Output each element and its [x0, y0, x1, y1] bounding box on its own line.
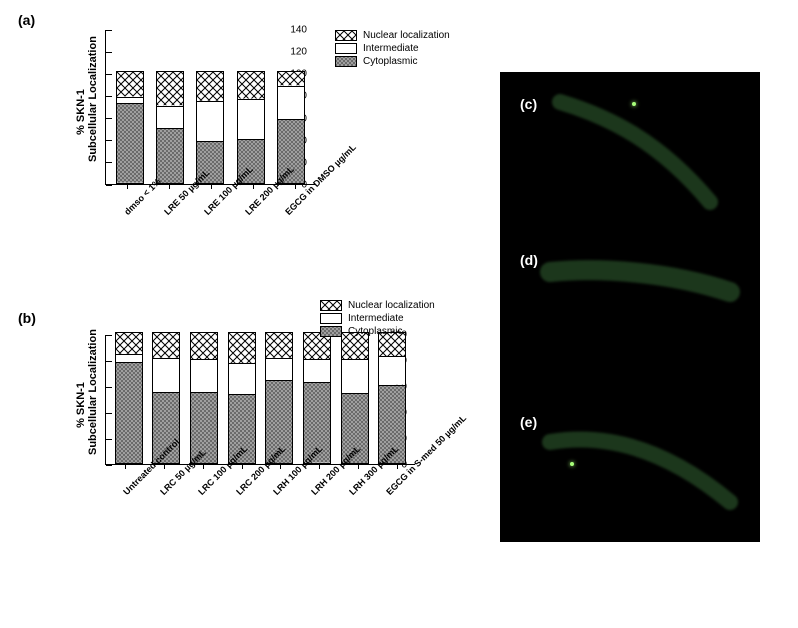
legend-swatch: [335, 43, 357, 54]
x-tick: [125, 464, 126, 469]
bar-segment: [197, 72, 223, 101]
panel-b-label: (b): [18, 310, 36, 326]
bar: [156, 71, 184, 184]
panel-c-label: (c): [520, 96, 537, 112]
legend-swatch: [320, 313, 342, 324]
x-label: LRC 50 µg/mL: [159, 470, 186, 497]
bar-segment: [191, 359, 217, 392]
legend-label: Cytoplasmic: [363, 56, 417, 67]
legend-label: Cytoplasmic: [348, 326, 402, 337]
bar-segment: [238, 72, 264, 99]
bar-segment: [153, 358, 179, 392]
x-label: EGCG in S-med 50 µg/mL: [384, 470, 411, 497]
x-label: LRC 100 µg/mL: [196, 470, 223, 497]
chart-b: % SKN-1 Subcellular Localization 0204060…: [105, 335, 415, 465]
x-label: Untreated control: [121, 470, 148, 497]
bar-segment: [266, 333, 292, 358]
bar: [196, 71, 224, 184]
chart-a-legend: Nuclear localization Intermediate Cytoplas…: [335, 30, 450, 69]
x-tick: [127, 184, 128, 189]
bars-container: [106, 30, 315, 184]
bar-segment: [229, 333, 255, 363]
bar: [116, 71, 144, 184]
x-tick: [164, 464, 165, 469]
bar-segment: [157, 128, 183, 183]
bar-segment: [191, 333, 217, 359]
chart-b-plot: 020406080100Untreated controlLRC 50 µg/m…: [105, 335, 415, 465]
legend-item: Intermediate: [335, 43, 450, 54]
bar-segment: [278, 86, 304, 119]
bar-segment: [117, 97, 143, 104]
x-label: LRE 50 µg/mL: [162, 190, 189, 217]
x-tick: [242, 464, 243, 469]
bar-segment: [379, 356, 405, 385]
fluorescent-dot: [570, 462, 574, 466]
x-label: LRE 200 µg/mL: [243, 190, 270, 217]
bar-segment: [342, 359, 368, 393]
legend-swatch: [335, 30, 357, 41]
x-labels: Untreated controlLRC 50 µg/mLLRC 100 µg/…: [106, 464, 415, 474]
legend-item: Nuclear localization: [320, 300, 435, 311]
legend-swatch: [320, 326, 342, 337]
legend-swatch: [320, 300, 342, 311]
panel-d-label: (d): [520, 252, 538, 268]
worm-outline: [560, 102, 710, 202]
legend-label: Intermediate: [348, 313, 404, 324]
x-tick: [280, 464, 281, 469]
legend-item: Nuclear localization: [335, 30, 450, 41]
bar-segment: [117, 103, 143, 183]
x-label: LRH 300 µg/mL: [347, 470, 374, 497]
x-tick: [358, 464, 359, 469]
bar-segment: [229, 363, 255, 394]
bars-container: [106, 335, 415, 464]
bar-segment: [116, 354, 142, 362]
legend-label: Intermediate: [363, 43, 419, 54]
worm-outline: [550, 440, 730, 503]
x-label: LRC 200 µg/mL: [234, 470, 261, 497]
bar-segment: [153, 333, 179, 358]
chart-b-ytitle: % SKN-1 Subcellular Localization: [75, 355, 99, 455]
legend-label: Nuclear localization: [348, 300, 435, 311]
bar-segment: [278, 72, 304, 85]
fluorescent-dot: [632, 102, 636, 106]
chart-a-plot: 020406080100120140dmso < 1%LRE 50 µg/mLL…: [105, 30, 315, 185]
chart-b-legend: Nuclear localization Intermediate Cytoplas…: [320, 300, 435, 339]
legend-item: Cytoplasmic: [335, 56, 450, 67]
bar-segment: [197, 101, 223, 141]
micrograph-panel: [500, 72, 760, 542]
micrograph-svg: [500, 72, 760, 542]
bar: [115, 332, 143, 464]
x-label: dmso < 1%: [122, 190, 149, 217]
x-label: EGCG in DMSO µg/mL: [283, 190, 310, 217]
x-tick: [295, 184, 296, 189]
chart-a-ytitle: % SKN-1 Subcellular Localization: [75, 62, 99, 162]
bar-segment: [266, 358, 292, 380]
legend-item: Cytoplasmic: [320, 326, 435, 337]
panel-a-label: (a): [18, 12, 35, 28]
bar-segment: [157, 106, 183, 128]
bar-segment: [304, 359, 330, 382]
x-label: LRH 100 µg/mL: [272, 470, 299, 497]
x-tick: [211, 184, 212, 189]
x-label: LRE 100 µg/mL: [203, 190, 230, 217]
legend-label: Nuclear localization: [363, 30, 450, 41]
x-tick: [203, 464, 204, 469]
x-tick: [397, 464, 398, 469]
x-tick: [169, 184, 170, 189]
x-tick: [319, 464, 320, 469]
legend-swatch: [335, 56, 357, 67]
bar: [190, 332, 218, 464]
x-tick: [253, 184, 254, 189]
bar-segment: [238, 99, 264, 139]
x-label: LRH 200 µg/mL: [309, 470, 336, 497]
legend-item: Intermediate: [320, 313, 435, 324]
bar-segment: [117, 72, 143, 96]
bar-segment: [116, 362, 142, 463]
bar-segment: [116, 333, 142, 354]
worm-outline: [550, 270, 730, 292]
panel-e-label: (e): [520, 414, 537, 430]
chart-a: % SKN-1 Subcellular Localization 0204060…: [105, 30, 315, 185]
bar-segment: [157, 72, 183, 105]
